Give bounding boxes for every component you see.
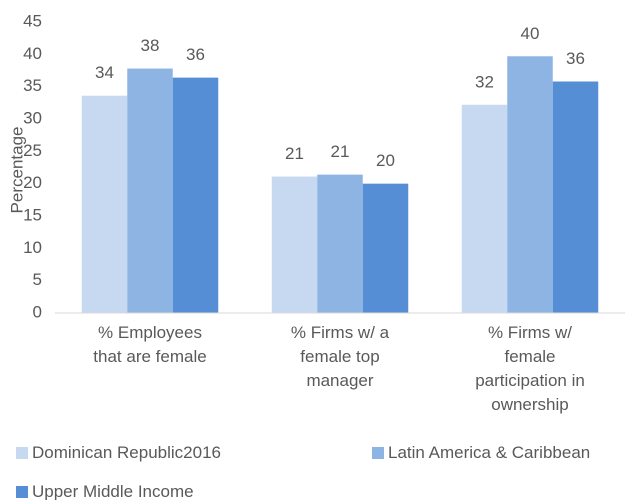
y-tick-label: 25 — [23, 141, 42, 160]
bar — [127, 68, 173, 313]
legend-label: Upper Middle Income — [32, 482, 194, 500]
data-label: 40 — [521, 24, 540, 43]
bar — [507, 56, 553, 313]
data-label: 36 — [566, 49, 585, 68]
x-tick-label: % Employees that are female — [93, 323, 207, 366]
data-label: 21 — [331, 142, 350, 161]
y-tick-label: 15 — [23, 205, 42, 224]
y-axis-label: Percentage — [7, 127, 26, 214]
y-tick-label: 40 — [23, 44, 42, 63]
y-tick-label: 35 — [23, 76, 42, 95]
y-tick-label: 10 — [23, 238, 42, 257]
bar — [81, 95, 128, 313]
x-tick-label: % Firms w/ a female top manager — [290, 323, 390, 390]
bar — [172, 77, 219, 313]
legend-item: Dominican Republic2016 — [16, 441, 221, 465]
y-tick-label: 30 — [23, 108, 42, 127]
legend-item: Latin America & Caribbean — [372, 441, 590, 465]
y-tick-label: 20 — [23, 173, 42, 192]
data-label: 32 — [475, 72, 494, 91]
data-label: 36 — [186, 45, 205, 64]
legend-swatch — [16, 447, 28, 459]
bar — [362, 183, 409, 313]
legend-label: Latin America & Caribbean — [388, 443, 591, 462]
bar — [271, 176, 318, 313]
bar — [552, 81, 599, 313]
y-tick-label: 0 — [33, 302, 42, 321]
y-tick-label: 45 — [23, 11, 42, 30]
data-label: 20 — [376, 151, 395, 170]
legend-label: Dominican Republic2016 — [32, 443, 222, 462]
legend-swatch — [16, 486, 28, 498]
legend-swatch — [372, 447, 384, 459]
data-label: 21 — [285, 144, 304, 163]
data-label: 38 — [141, 36, 160, 55]
bar — [461, 104, 508, 313]
legend-item: Upper Middle Income — [16, 480, 194, 500]
y-tick-label: 5 — [33, 270, 42, 289]
x-tick-label: % Firms w/ female participation in owner… — [475, 323, 585, 414]
data-label: 34 — [95, 63, 114, 82]
bar — [317, 174, 363, 313]
